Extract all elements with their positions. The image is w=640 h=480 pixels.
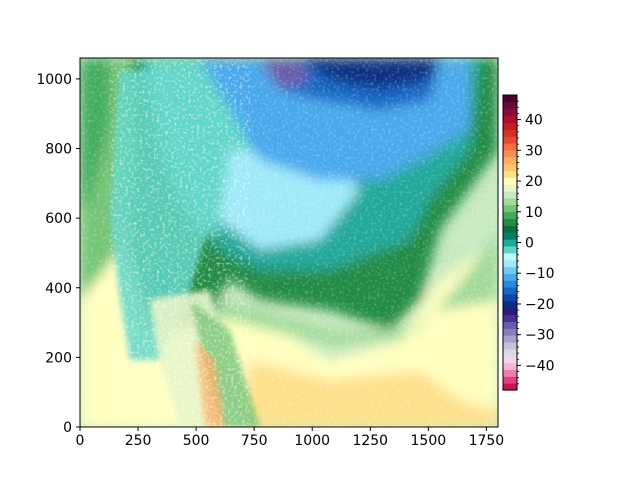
colorbar-segment: [503, 376, 517, 384]
x-tick-label: 1500: [411, 433, 447, 449]
x-tick-label: 0: [76, 433, 85, 449]
colorbar-segment: [503, 239, 517, 247]
x-tick-label: 750: [241, 433, 268, 449]
colorbar-tick-label: 10: [525, 205, 543, 221]
colorbar-tick-label: −20: [525, 297, 555, 313]
colorbar-segment: [503, 300, 517, 309]
colorbar-segment: [503, 163, 517, 172]
colorbar-segment: [503, 259, 517, 268]
colorbar-tick-label: −30: [525, 328, 555, 344]
x-tick-label: 1750: [469, 433, 505, 449]
colorbar-segment: [503, 177, 517, 185]
colorbar-segment: [503, 348, 517, 357]
colorbar-segment: [503, 191, 517, 199]
y-tick-label: 800: [45, 142, 72, 158]
colorbar-segment: [503, 95, 517, 103]
y-tick-label: 200: [45, 350, 72, 366]
colorbar-segment: [503, 101, 517, 110]
y-axis: 0 200 400 600 800 1000: [36, 72, 80, 436]
colorbar-segment: [503, 136, 517, 144]
colorbar-segment: [503, 245, 517, 254]
y-tick-label: 1000: [36, 72, 72, 88]
colorbar-segment: [503, 218, 517, 226]
colorbar-segment: [503, 197, 517, 206]
colorbar-segment: [503, 170, 517, 178]
colorbar-segment: [503, 232, 517, 240]
x-tick-label: 500: [183, 433, 210, 449]
colorbar-segment: [503, 211, 517, 220]
colorbar: 40 30 20 10 0 −10 −20 −30 −40: [502, 94, 555, 391]
axes-frame: [79, 57, 499, 428]
colorbar-segment: [503, 184, 517, 192]
colorbar-tick-label: −10: [525, 266, 555, 282]
colorbar-segment: [503, 108, 517, 117]
colorbar-segment: [503, 369, 517, 377]
colorbar-segment: [503, 156, 517, 165]
colorbar-segment: [503, 122, 517, 130]
colorbar-segment: [503, 293, 517, 302]
colorbar-segment: [503, 266, 517, 274]
colorbar-segment: [503, 143, 517, 151]
colorbar-segment: [503, 204, 517, 213]
colorbar-segment: [503, 252, 517, 261]
y-tick-label: 0: [63, 420, 72, 436]
colorbar-segment: [503, 362, 517, 371]
x-axis: 0 250 500 750 1000 1250 1500 1750: [76, 427, 505, 449]
colorbar-segment: [503, 307, 517, 316]
colorbar-segment: [503, 273, 517, 281]
colorbar-tick-label: 20: [525, 174, 543, 190]
colorbar-tick-label: 40: [525, 113, 543, 129]
colorbar-segment: [503, 341, 517, 350]
colorbar-segment: [503, 328, 517, 336]
colorbar-segment: [503, 149, 517, 158]
y-tick-label: 600: [45, 211, 72, 227]
colorbar-segment: [503, 335, 517, 343]
colorbar-segment: [503, 287, 517, 295]
heatmap-field: [80, 58, 498, 427]
colorbar-tick-label: 0: [525, 236, 534, 252]
colorbar-segment: [503, 321, 517, 329]
colorbar-segment: [503, 355, 517, 364]
x-tick-label: 1000: [294, 433, 330, 449]
x-tick-label: 1250: [352, 433, 388, 449]
colorbar-segment: [503, 225, 517, 233]
colorbar-segment: [503, 314, 517, 322]
x-tick-label: 250: [125, 433, 152, 449]
colorbar-segment: [503, 280, 517, 288]
colorbar-segment: [503, 115, 517, 124]
colorbar-segment: [503, 383, 517, 391]
colorbar-tick-label: 30: [525, 143, 543, 159]
colorbar-tick-label: −40: [525, 358, 555, 374]
colorbar-segment: [503, 129, 517, 137]
y-tick-label: 400: [45, 281, 72, 297]
